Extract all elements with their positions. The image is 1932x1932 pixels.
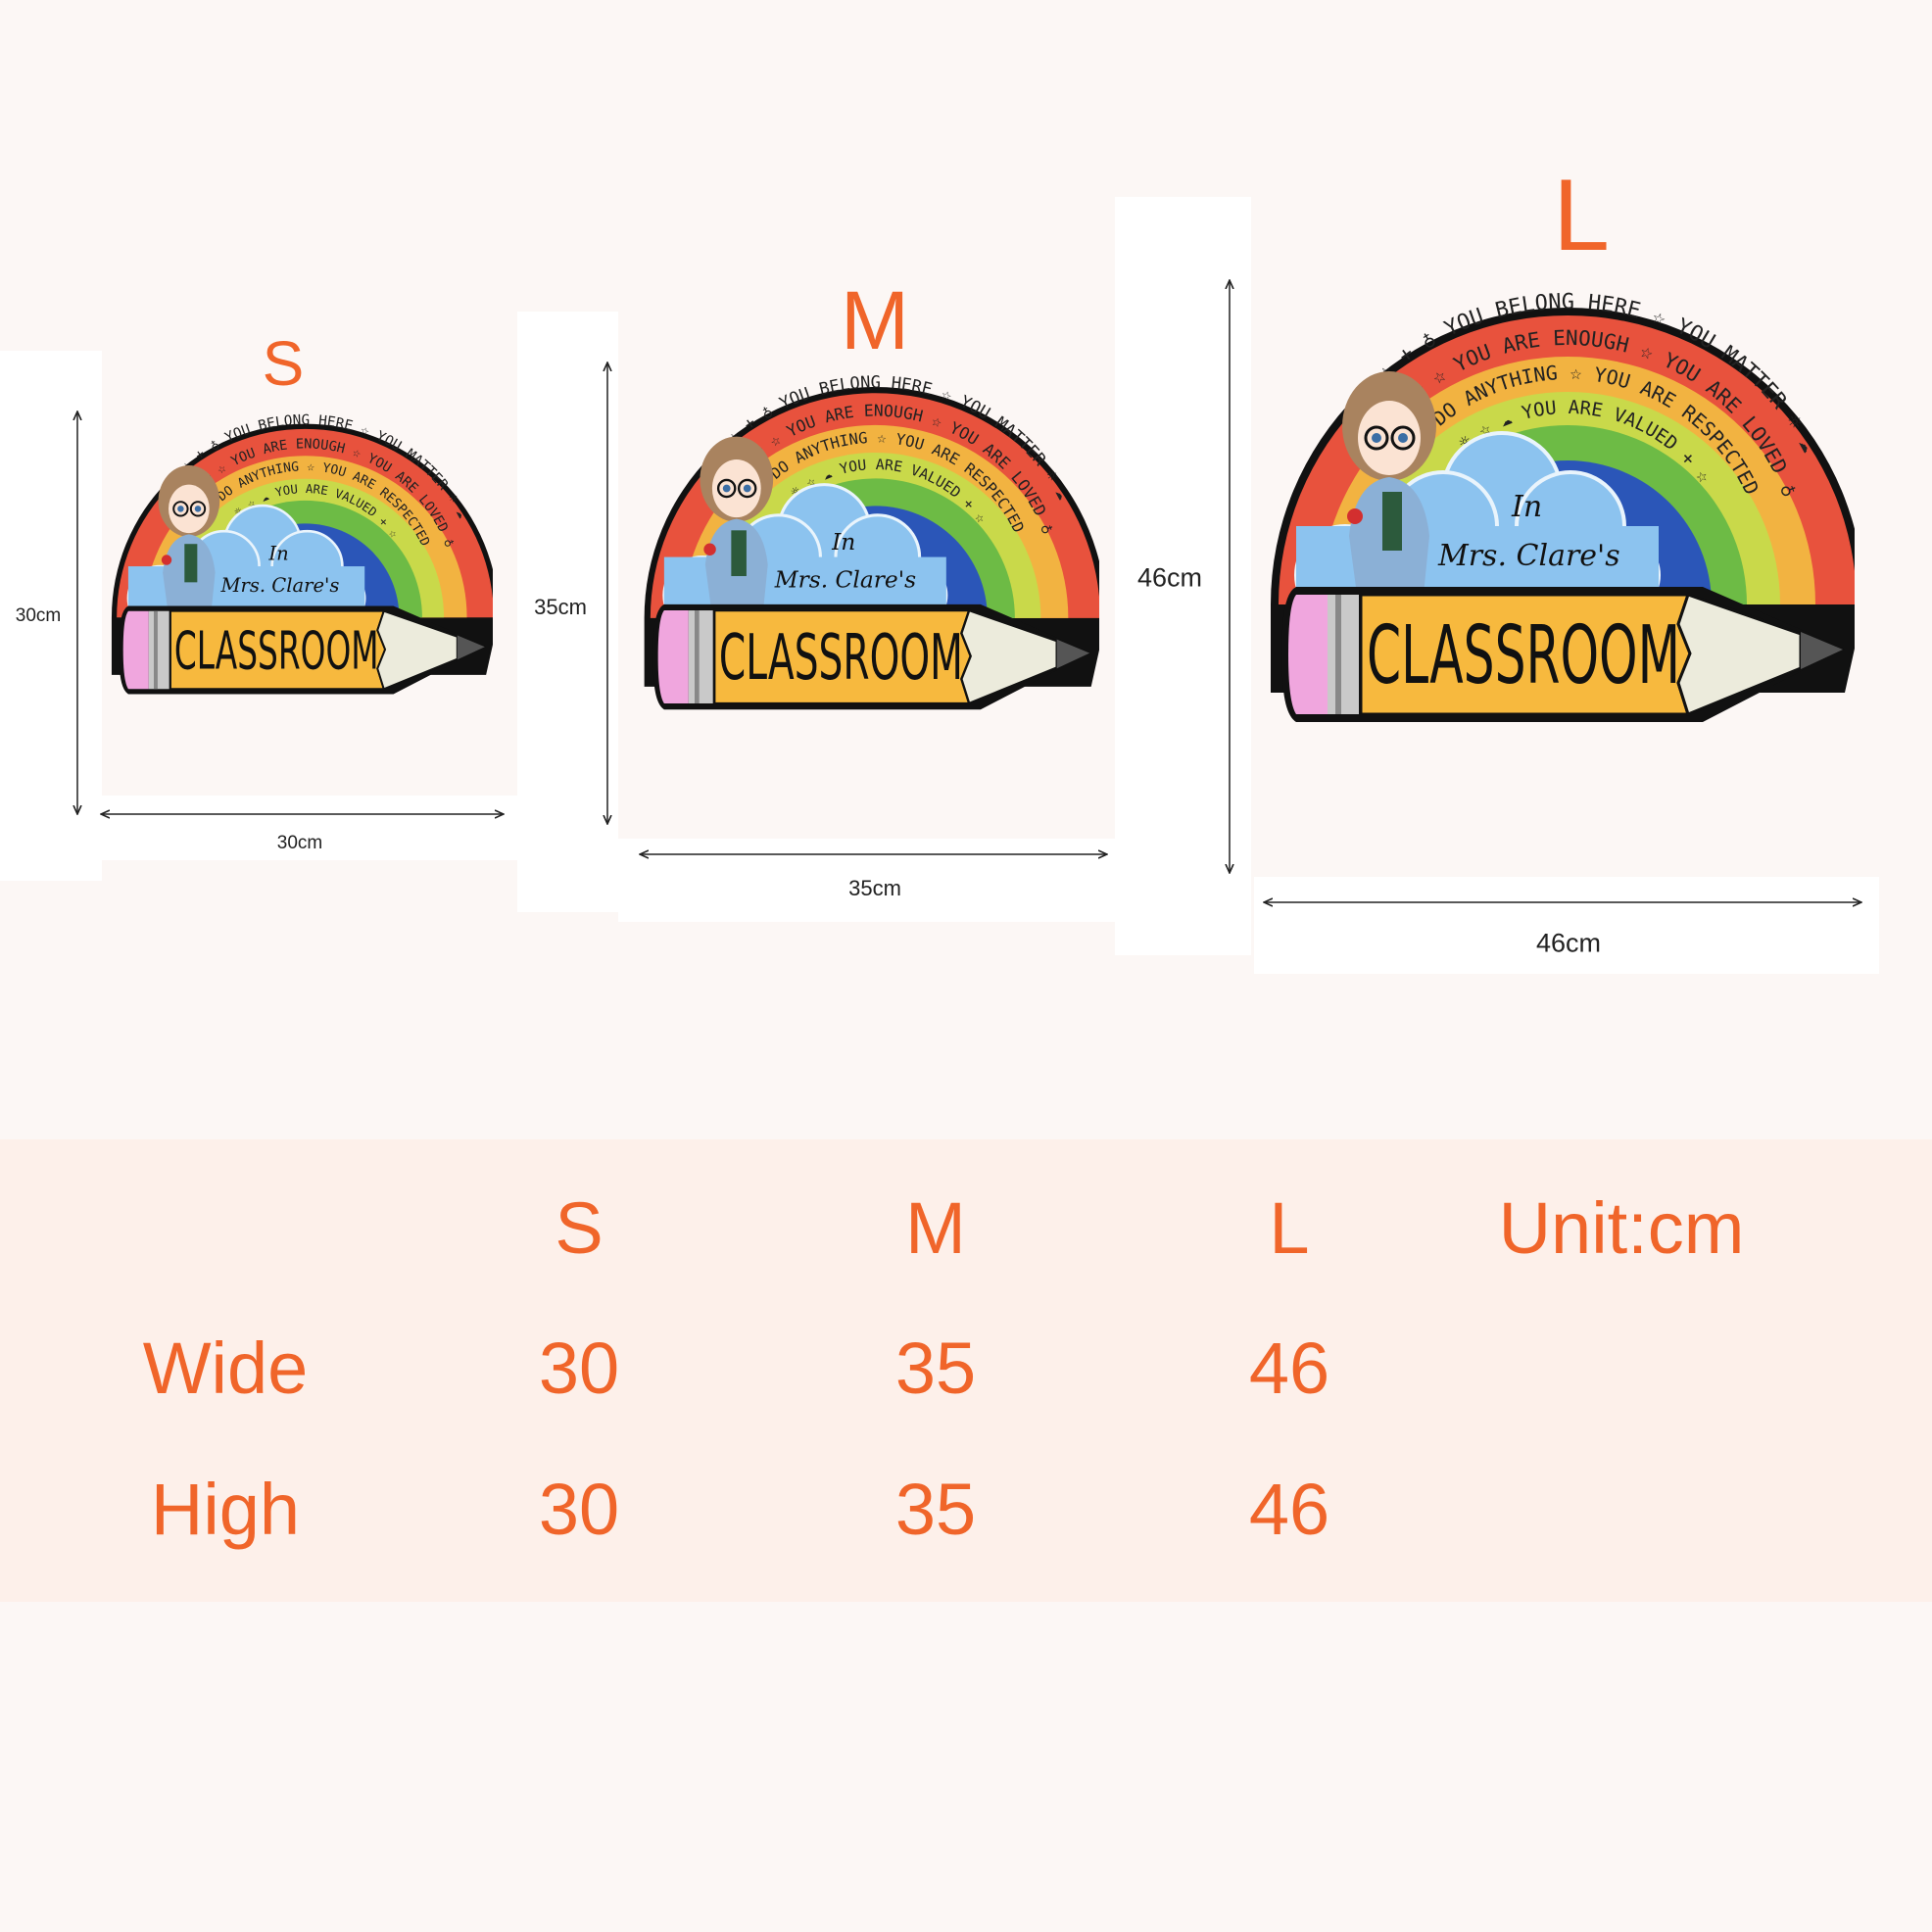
height-label-m: 35cm [534, 595, 587, 619]
width-label-m: 35cm [848, 876, 901, 900]
table-cell: 35 [894, 1469, 977, 1550]
rainbow-pencil-sign: ☆ + ♁ YOU BELONG HERE ☆ YOU MATTER ☼ ☁ ☁… [644, 373, 1099, 710]
size-label-m: M [841, 274, 909, 366]
dimension-arrows [0, 0, 1932, 1078]
table-cell: 30 [538, 1469, 620, 1550]
height-label-s: 30cm [15, 605, 62, 626]
sign-main-text: CLASSROOM [174, 619, 379, 681]
product-image-s: ☆ + ♁ YOU BELONG HERE ☆ YOU MATTER ☼ ☁ ☁… [109, 407, 493, 700]
width-label-l: 46cm [1535, 928, 1602, 958]
product-image-m: ☆ + ♁ YOU BELONG HERE ☆ YOU MATTER ☼ ☁ ☁… [641, 366, 1099, 717]
size-label-s: S [262, 328, 305, 399]
table-cell: 35 [894, 1328, 977, 1409]
sign-line-1: In [831, 528, 855, 555]
sign-main-text: CLASSROOM [719, 622, 963, 695]
sign-main-text: CLASSROOM [1367, 609, 1680, 702]
table-cell: 46 [1248, 1328, 1330, 1409]
sign-line-2: Mrs. Clare's [219, 574, 339, 597]
teacher-illustration [158, 465, 220, 611]
table-header-l: L [1269, 1187, 1310, 1269]
teacher-illustration [1342, 371, 1436, 595]
sign-line-2: Mrs. Clare's [1437, 539, 1620, 573]
table-unit: Unit:cm [1498, 1187, 1745, 1269]
rainbow-pencil-sign: ☆ + ♁ YOU BELONG HERE ☆ YOU MATTER ☼ ☁ ☁… [1271, 290, 1855, 722]
size-label-l: L [1553, 159, 1610, 272]
table-cell: 30 [538, 1328, 620, 1409]
width-label-s: 30cm [276, 833, 323, 853]
rainbow-pencil-sign: ☆ + ♁ YOU BELONG HERE ☆ YOU MATTER ☼ ☁ ☁… [111, 412, 493, 695]
backdrop-panel [1254, 877, 1879, 974]
pencil: CLASSROOM [119, 605, 487, 695]
row-label-high: High [150, 1469, 301, 1550]
sign-line-1: In [267, 543, 288, 565]
pencil: CLASSROOM [1281, 587, 1845, 722]
pencil: CLASSROOM [652, 604, 1091, 710]
product-image-l: ☆ + ♁ YOU BELONG HERE ☆ YOU MATTER ☼ ☁ ☁… [1267, 281, 1855, 732]
height-label-l: 46cm [1136, 562, 1203, 593]
table-header-m: M [905, 1187, 966, 1269]
size-table [0, 1139, 1932, 1602]
backdrop-panel [517, 312, 618, 912]
teacher-illustration [700, 436, 774, 611]
table-header-s: S [555, 1187, 604, 1269]
backdrop-panel [0, 351, 102, 881]
row-label-wide: Wide [142, 1328, 309, 1409]
sign-line-1: In [1511, 490, 1542, 524]
sign-line-2: Mrs. Clare's [774, 566, 916, 594]
backdrop-panel [102, 796, 517, 860]
table-cell: 46 [1248, 1469, 1330, 1550]
